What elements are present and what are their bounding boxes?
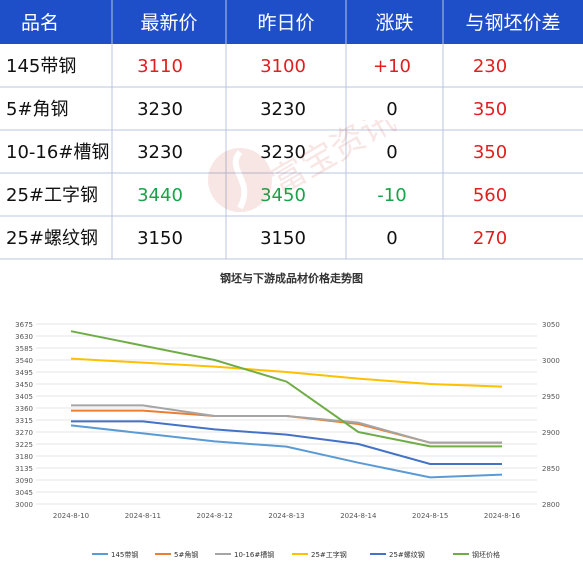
y-left-tick-label: 3090 — [15, 477, 33, 485]
legend-label: 钢坯价格 — [472, 550, 500, 559]
y-right-tick-label: 2950 — [542, 393, 560, 401]
x-tick-label: 2024-8-14 — [340, 512, 377, 520]
y-left-tick-label: 3225 — [15, 441, 33, 449]
y-left-tick-label: 3360 — [15, 405, 33, 413]
x-tick-label: 2024-8-12 — [197, 512, 233, 520]
x-tick-label: 2024-8-13 — [268, 512, 304, 520]
legend-label: 145带钢 — [111, 550, 138, 559]
table-header-cell: 涨跌 — [375, 12, 413, 34]
y-left-tick-label: 3405 — [15, 393, 33, 401]
table-cell-change: 0 — [386, 142, 397, 163]
table-cell-prev: 3230 — [260, 99, 306, 120]
table-cell-spread: 230 — [473, 56, 507, 77]
y-left-tick-label: 3270 — [15, 429, 33, 437]
y-left-tick-label: 3135 — [15, 465, 33, 473]
table-cell-latest: 3230 — [137, 99, 183, 120]
table-cell-spread: 560 — [473, 185, 507, 206]
y-right-tick-label: 2850 — [542, 465, 560, 473]
table-cell-name: 10-16#槽钢 — [6, 142, 109, 163]
x-tick-label: 2024-8-15 — [412, 512, 448, 520]
x-tick-label: 2024-8-16 — [484, 512, 521, 520]
y-right-tick-label: 3000 — [542, 357, 560, 365]
table-cell-spread: 350 — [473, 99, 507, 120]
table-cell-name: 25#螺纹钢 — [6, 228, 98, 249]
table-cell-prev: 3230 — [260, 142, 306, 163]
series-line — [70, 330, 502, 448]
table-cell-prev: 3450 — [260, 185, 306, 206]
table-cell-spread: 270 — [473, 228, 507, 249]
table-cell-latest: 3150 — [137, 228, 183, 249]
y-left-tick-label: 3180 — [15, 453, 33, 461]
table-cell-change: 0 — [386, 99, 397, 120]
x-tick-label: 2024-8-10 — [53, 512, 89, 520]
x-tick-label: 2024-8-11 — [125, 512, 161, 520]
table-header-cell: 昨日价 — [257, 12, 314, 34]
series-line — [70, 424, 503, 479]
table-header-bg — [0, 0, 583, 44]
table-cell-name: 145带钢 — [6, 56, 76, 77]
series-line — [70, 357, 503, 388]
y-left-tick-label: 3315 — [15, 417, 33, 425]
table-header-cell: 最新价 — [140, 12, 197, 34]
table-cell-latest: 3440 — [137, 185, 183, 206]
chart-svg: 3000 3045 3090 3135 3180 3225 3270 3315 3360 3405… — [15, 321, 560, 559]
series-line — [71, 420, 502, 465]
table-header-cell: 品名 — [21, 12, 59, 34]
table-cell-spread: 350 — [473, 142, 507, 163]
y-left-tick-label: 3585 — [15, 345, 33, 353]
chart-title: 钢坯与下游成品材价格走势图 — [220, 272, 363, 285]
y-right-tick-label: 3050 — [542, 321, 560, 329]
y-right-tick-label: 2800 — [542, 501, 560, 509]
y-left-tick-label: 3540 — [15, 357, 33, 365]
price-table: 品名 最新价 昨日价 涨跌 与钢坯价差 145带钢 3110 3100 +10 230 5#角钢 32… — [0, 0, 583, 260]
table-cell-name: 5#角钢 — [6, 99, 69, 120]
y-left-tick-label: 3045 — [15, 489, 33, 497]
legend-label: 25#工字钢 — [311, 550, 347, 559]
y-left-tick-label: 3450 — [15, 381, 33, 389]
y-left-tick-label: 3630 — [15, 333, 33, 341]
table-header-cell: 与钢坯价差 — [465, 12, 560, 34]
legend-label: 25#螺纹钢 — [389, 550, 425, 559]
table-cell-prev: 3100 — [260, 56, 306, 77]
y-right-tick-label: 2900 — [542, 429, 560, 437]
table-cell-latest: 3230 — [137, 142, 183, 163]
legend-label: 5#角钢 — [174, 550, 198, 559]
table-cell-change: +10 — [373, 56, 411, 77]
table-cell-latest: 3110 — [137, 56, 183, 77]
y-left-tick-label: 3495 — [15, 369, 33, 377]
table-cell-name: 25#工字钢 — [6, 185, 98, 206]
table-cell-change: 0 — [386, 228, 397, 249]
table-cell-prev: 3150 — [260, 228, 306, 249]
chart-area: 钢坯与下游成品材价格走势图 3000 3045 3090 3135 3180 3225 32… — [0, 262, 583, 572]
y-left-tick-label: 3000 — [15, 501, 33, 509]
series-line — [71, 404, 502, 444]
table-cell-change: -10 — [377, 185, 406, 206]
y-left-tick-label: 3675 — [15, 321, 33, 329]
legend-label: 10-16#槽钢 — [234, 550, 274, 559]
